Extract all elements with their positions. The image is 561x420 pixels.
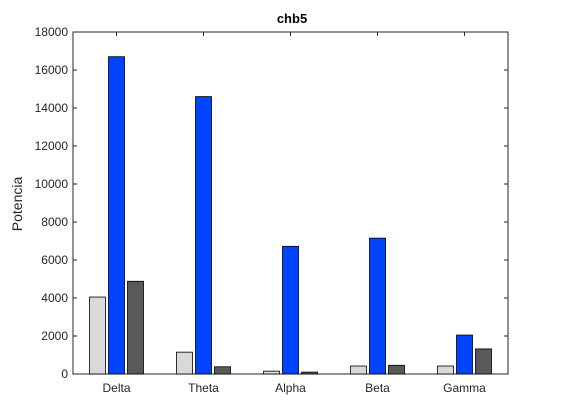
x-tick-label-theta: Theta [188, 381, 219, 395]
x-tick-label-alpha: Alpha [275, 381, 306, 395]
bar-alpha-series-1 [263, 370, 280, 375]
bar-gamma-series-2 [456, 334, 473, 375]
bar-beta-series-3 [388, 364, 405, 375]
bar-gamma-series-1 [437, 365, 454, 375]
bar-alpha-series-3 [301, 371, 318, 375]
x-tick-label-beta: Beta [365, 381, 390, 395]
bar-gamma-series-3 [475, 348, 492, 375]
y-tick-label: 2000 [41, 329, 68, 343]
y-tick-label: 12000 [35, 139, 69, 153]
bar-beta-series-2 [369, 237, 386, 375]
bar-theta-series-2 [195, 96, 212, 375]
x-tick-label-delta: Delta [102, 381, 130, 395]
y-tick-label: 0 [61, 367, 68, 381]
bar-beta-series-1 [350, 365, 367, 375]
y-tick-label: 6000 [41, 253, 68, 267]
y-tick-label: 4000 [41, 291, 68, 305]
y-tick-label: 10000 [35, 177, 69, 191]
y-axis-label: Potencia [9, 177, 25, 232]
bar-delta-series-1 [89, 296, 106, 375]
plot-area: 0 2000 4000 6000 8000 10000 12000 14000 16000 180… [35, 25, 509, 395]
bar-theta-series-3 [214, 366, 231, 375]
chart-title: chb5 [277, 11, 307, 26]
y-tick-label: 18000 [35, 25, 69, 39]
x-tick-label-gamma: Gamma [443, 381, 486, 395]
y-tick-label: 16000 [35, 63, 69, 77]
bar-delta-series-3 [127, 280, 144, 375]
bar-theta-series-1 [176, 351, 193, 375]
y-tick-label: 14000 [35, 101, 69, 115]
bar-delta-series-2 [108, 56, 125, 375]
bar-alpha-series-2 [282, 245, 299, 375]
y-tick-label: 8000 [41, 215, 68, 229]
